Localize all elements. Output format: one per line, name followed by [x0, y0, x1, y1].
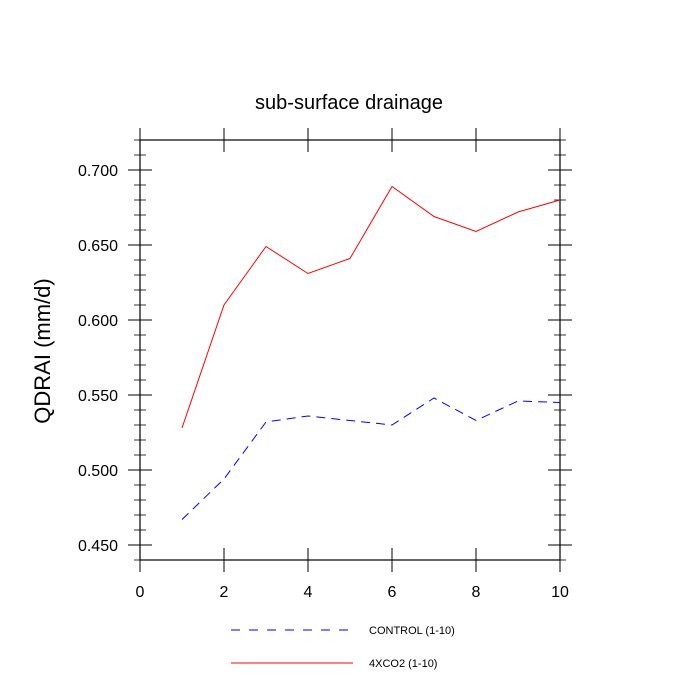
y-tick-label: 0.650 [78, 238, 118, 255]
y-axis-label: QDRAI (mm/d) [30, 278, 55, 423]
y-tick-labels: 0.450 0.500 0.550 0.600 0.650 0.700 [78, 163, 118, 555]
x-tick-labels: 0 2 4 6 8 10 [136, 584, 569, 601]
x-tick-label: 0 [136, 584, 145, 601]
x-tick-label: 10 [551, 584, 569, 601]
y-tick-label: 0.600 [78, 313, 118, 330]
x-tick-label: 2 [220, 584, 229, 601]
series-lines [181, 185, 561, 520]
chart-title: sub-surface drainage [255, 92, 443, 114]
x-tick-label: 8 [472, 584, 481, 601]
series-line [181, 185, 561, 429]
x-tick-label: 4 [304, 584, 313, 601]
y-tick-label: 0.700 [78, 163, 118, 180]
y-tick-label: 0.450 [78, 538, 118, 555]
y-tick-label: 0.550 [78, 388, 118, 405]
axis-ticks [128, 128, 572, 572]
y-tick-label: 0.500 [78, 463, 118, 480]
legend: CONTROL (1-10) 4XCO2 (1-10) [231, 625, 455, 670]
legend-label: 4XCO2 (1-10) [369, 658, 437, 670]
series-line [181, 397, 561, 520]
plot-frame [139, 139, 561, 561]
x-tick-label: 6 [388, 584, 397, 601]
legend-label: CONTROL (1-10) [369, 625, 455, 637]
